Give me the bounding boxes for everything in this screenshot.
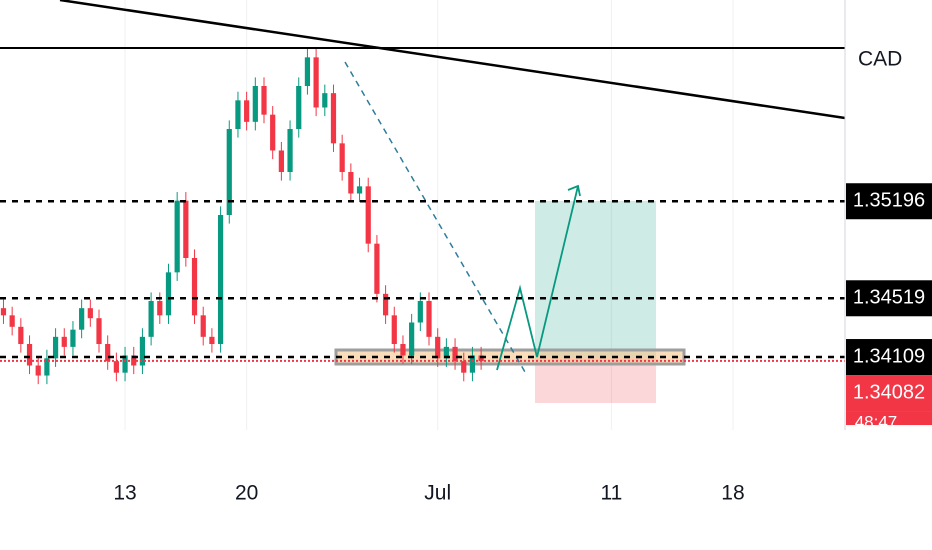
candle-body: [70, 329, 76, 347]
candle-body: [44, 358, 50, 376]
candle-body: [365, 186, 371, 244]
candle-body: [252, 86, 258, 122]
candle-body: [9, 315, 15, 327]
candle-body: [191, 258, 198, 316]
projection-arrow: [567, 184, 581, 197]
candle-body: [426, 301, 432, 337]
x-tick-label: Jul: [424, 482, 451, 505]
candle-body: [435, 336, 441, 359]
countdown-box: [846, 411, 932, 426]
trend-line: [59, 0, 846, 120]
channel-line: [344, 61, 526, 373]
level-label: 1.34519: [853, 287, 925, 309]
candle-body: [339, 143, 345, 172]
candle-body: [183, 200, 189, 258]
x-tick-label: 13: [113, 482, 136, 505]
candle-body: [52, 336, 59, 359]
last-price-label: 1.34082: [853, 381, 925, 403]
candle-body: [296, 86, 302, 129]
candle-body: [35, 365, 41, 376]
candle-body: [356, 186, 363, 194]
candle-body: [330, 93, 337, 144]
candle-body: [461, 361, 467, 373]
candle-body: [478, 355, 484, 362]
candle-body: [235, 100, 241, 129]
target-zone: [535, 201, 656, 357]
candle-body: [443, 346, 449, 359]
candle-body: [200, 315, 206, 337]
candle-body: [261, 86, 267, 115]
candle-body: [87, 308, 93, 319]
candle-body: [18, 326, 24, 344]
projection-path: [496, 185, 579, 371]
candle-body: [79, 308, 85, 330]
candle-body: [304, 57, 311, 86]
candle-body: [209, 336, 215, 344]
candle-body: [165, 272, 172, 316]
level-label: 1.34109: [853, 345, 925, 367]
candle-body: [417, 301, 423, 323]
candle-body: [96, 318, 102, 344]
candle-body: [122, 355, 128, 373]
level-label-box: [846, 339, 932, 376]
candle-body: [374, 243, 380, 294]
x-tick-label: 11: [600, 482, 622, 505]
levels: [0, 199, 845, 362]
candle-body: [157, 301, 163, 316]
price-axis: 1.35196 1.34519 1.34109 1.34082 48:47: [846, 183, 932, 432]
x-tick-label: 20: [235, 482, 258, 505]
candle-body: [322, 93, 328, 108]
candle-body: [452, 346, 458, 362]
level-label-box: [846, 183, 932, 220]
candle-body: [391, 315, 397, 344]
candle-body: [278, 150, 284, 172]
candle-body: [61, 336, 67, 347]
candle-body: [174, 200, 180, 273]
candle-body: [139, 336, 146, 366]
countdown: 48:47: [855, 413, 898, 432]
currency-label: CAD: [858, 48, 902, 71]
candle-body: [270, 114, 276, 151]
last-price-label-box: [846, 375, 932, 412]
candle-body: [348, 172, 354, 194]
candle-body: [148, 301, 154, 337]
candle-body: [217, 215, 224, 344]
candle-body: [226, 129, 232, 215]
candle-body: [0, 308, 7, 316]
candles: [0, 48, 484, 385]
candle-body: [26, 344, 33, 366]
candle-body: [105, 344, 111, 362]
candle-body: [113, 361, 119, 373]
level-label: 1.35196: [853, 190, 925, 212]
candle-body: [382, 293, 389, 316]
x-tick-label: 18: [721, 482, 744, 505]
candle-body: [313, 57, 319, 108]
candle-body: [244, 100, 250, 122]
candle-body: [469, 355, 476, 373]
candle-body: [400, 344, 406, 356]
level-label-box: [846, 280, 932, 317]
candle-body: [287, 129, 293, 172]
candle-body: [409, 322, 415, 356]
